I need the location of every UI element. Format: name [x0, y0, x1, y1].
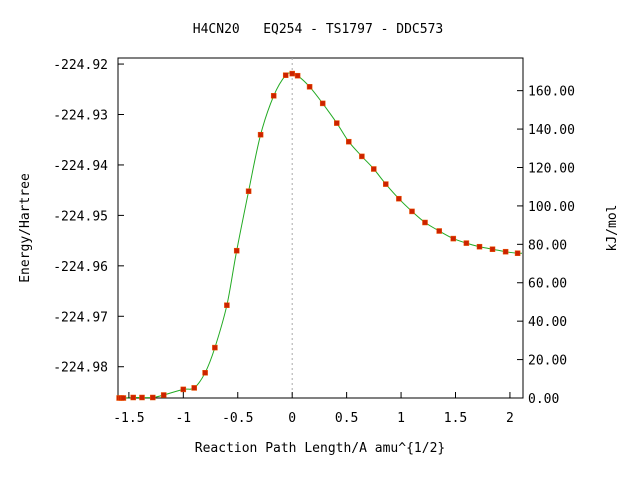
data-point: [450, 235, 457, 242]
data-point: [334, 120, 340, 126]
y2-tick-label: 120.00: [528, 161, 575, 176]
x-tick-label: 1: [397, 411, 405, 426]
y-tick-label: -224.93: [53, 108, 108, 123]
data-point: [436, 228, 442, 234]
x-tick-label: 0.5: [335, 411, 358, 426]
y-tick-label: -224.95: [53, 209, 108, 224]
data-point: [502, 248, 509, 255]
data-point: [202, 370, 208, 376]
data-point: [245, 188, 252, 194]
data-point: [422, 219, 428, 226]
data-point: [160, 392, 167, 398]
data-point: [476, 243, 483, 250]
y2-tick-label: 40.00: [528, 315, 567, 330]
data-point: [463, 240, 470, 246]
y-axis-ticks: -224.92 -224.93 -224.94 -224.95 -224.96 -224.…: [53, 58, 124, 376]
y2-tick-label: 60.00: [528, 277, 567, 292]
data-point: [514, 250, 521, 256]
data-point: [120, 395, 127, 401]
data-points: [116, 70, 521, 401]
y2-axis-label: kJ/mol: [605, 205, 620, 252]
y2-tick-label: 80.00: [528, 238, 567, 253]
y-tick-label: -224.97: [53, 310, 108, 325]
x-tick-label: -0.5: [222, 411, 253, 426]
data-point: [371, 166, 377, 172]
x-tick-label: 0: [288, 411, 296, 426]
x-axis-ticks: -1.5 -1 -0.5 0 0.5 1 1.5 2: [113, 392, 514, 426]
data-point: [289, 70, 295, 77]
y-tick-label: -224.96: [53, 260, 108, 275]
data-point: [306, 84, 313, 90]
data-point: [224, 302, 230, 308]
data-point: [212, 344, 218, 351]
data-point: [346, 138, 352, 145]
data-point: [359, 153, 365, 160]
y2-tick-label: 160.00: [528, 85, 575, 100]
data-point: [180, 386, 187, 393]
chart-title: H4CN20 EQ254 - TS1797 - DDC573: [193, 22, 443, 37]
y-tick-label: -224.98: [53, 361, 108, 376]
y2-axis-ticks: 160.00 140.00 120.00 100.00 80.00 60.00 40.00 2…: [517, 85, 575, 407]
y-axis-label: Energy/Hartree: [18, 173, 33, 283]
data-point: [130, 394, 136, 401]
x-tick-label: 2: [506, 411, 514, 426]
energy-curve: [119, 72, 522, 399]
y2-tick-label: 20.00: [528, 354, 567, 369]
data-point: [139, 394, 145, 401]
data-point: [257, 131, 264, 138]
x-tick-label: -1: [175, 411, 191, 426]
x-tick-label: 1.5: [444, 411, 467, 426]
data-point: [383, 181, 389, 187]
data-point: [270, 93, 277, 99]
x-axis-label: Reaction Path Length/A amu^{1/2}: [195, 441, 445, 456]
data-point: [233, 247, 240, 254]
data-point: [150, 394, 156, 401]
data-point: [294, 72, 301, 79]
data-point: [396, 195, 402, 202]
plot-frame: [117, 57, 524, 399]
data-point: [319, 100, 326, 107]
data-point: [191, 385, 197, 391]
data-point: [409, 208, 415, 215]
data-point: [489, 246, 496, 252]
data-point: [282, 72, 289, 78]
y2-tick-label: 140.00: [528, 123, 575, 138]
x-tick-label: -1.5: [113, 411, 144, 426]
y2-tick-label: 100.00: [528, 200, 575, 215]
y-tick-label: -224.94: [53, 159, 108, 174]
y2-tick-label: 0.00: [528, 392, 559, 407]
y-tick-label: -224.92: [53, 58, 108, 73]
